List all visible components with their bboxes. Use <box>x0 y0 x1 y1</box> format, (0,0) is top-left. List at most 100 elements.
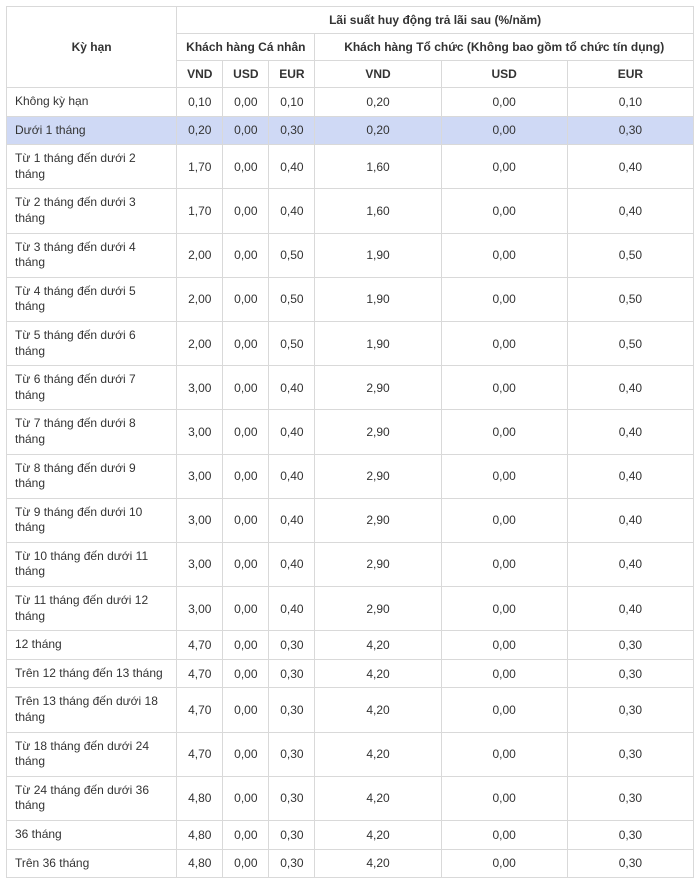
cell-personal-vnd: 4,80 <box>177 776 223 820</box>
term-label: Trên 13 tháng đến dưới 18 tháng <box>7 688 177 732</box>
header-personal-usd: USD <box>223 61 269 88</box>
cell-org-vnd: 1,90 <box>315 277 441 321</box>
cell-org-eur: 0,30 <box>567 849 693 878</box>
cell-org-eur: 0,30 <box>567 732 693 776</box>
cell-personal-eur: 0,50 <box>269 321 315 365</box>
header-personal-vnd: VND <box>177 61 223 88</box>
cell-org-vnd: 4,20 <box>315 631 441 660</box>
cell-personal-eur: 0,30 <box>269 688 315 732</box>
cell-org-eur: 0,40 <box>567 542 693 586</box>
cell-org-eur: 0,40 <box>567 145 693 189</box>
cell-org-usd: 0,00 <box>441 776 567 820</box>
term-label: Từ 11 tháng đến dưới 12 tháng <box>7 587 177 631</box>
term-label: Từ 5 tháng đến dưới 6 tháng <box>7 321 177 365</box>
term-label: Không kỳ hạn <box>7 88 177 117</box>
cell-org-usd: 0,00 <box>441 659 567 688</box>
cell-org-eur: 0,40 <box>567 189 693 233</box>
term-label: Từ 6 tháng đến dưới 7 tháng <box>7 366 177 410</box>
table-row: Từ 9 tháng đến dưới 10 tháng3,000,000,40… <box>7 498 694 542</box>
cell-personal-usd: 0,00 <box>223 498 269 542</box>
cell-org-vnd: 4,20 <box>315 776 441 820</box>
cell-org-eur: 0,30 <box>567 659 693 688</box>
cell-org-vnd: 1,60 <box>315 145 441 189</box>
cell-personal-eur: 0,40 <box>269 145 315 189</box>
cell-org-vnd: 4,20 <box>315 659 441 688</box>
cell-personal-vnd: 3,00 <box>177 498 223 542</box>
term-label: Trên 12 tháng đến 13 tháng <box>7 659 177 688</box>
header-org-eur: EUR <box>567 61 693 88</box>
term-label: Từ 7 tháng đến dưới 8 tháng <box>7 410 177 454</box>
term-label: Dưới 1 tháng <box>7 116 177 145</box>
cell-personal-usd: 0,00 <box>223 189 269 233</box>
cell-org-usd: 0,00 <box>441 498 567 542</box>
table-row: Từ 7 tháng đến dưới 8 tháng3,000,000,402… <box>7 410 694 454</box>
table-row: 12 tháng4,700,000,304,200,000,30 <box>7 631 694 660</box>
cell-personal-usd: 0,00 <box>223 454 269 498</box>
cell-org-vnd: 0,20 <box>315 88 441 117</box>
cell-org-vnd: 1,60 <box>315 189 441 233</box>
cell-personal-vnd: 4,70 <box>177 659 223 688</box>
cell-org-vnd: 4,20 <box>315 688 441 732</box>
cell-personal-eur: 0,30 <box>269 116 315 145</box>
cell-org-usd: 0,00 <box>441 542 567 586</box>
table-row: Từ 24 tháng đến dưới 36 tháng4,800,000,3… <box>7 776 694 820</box>
cell-org-eur: 0,30 <box>567 688 693 732</box>
cell-org-vnd: 1,90 <box>315 233 441 277</box>
cell-personal-usd: 0,00 <box>223 821 269 850</box>
cell-personal-vnd: 0,20 <box>177 116 223 145</box>
cell-org-usd: 0,00 <box>441 688 567 732</box>
cell-org-usd: 0,00 <box>441 821 567 850</box>
cell-org-eur: 0,30 <box>567 116 693 145</box>
cell-personal-usd: 0,00 <box>223 277 269 321</box>
term-label: Từ 18 tháng đến dưới 24 tháng <box>7 732 177 776</box>
cell-personal-usd: 0,00 <box>223 776 269 820</box>
cell-personal-vnd: 4,70 <box>177 631 223 660</box>
cell-personal-usd: 0,00 <box>223 587 269 631</box>
cell-org-eur: 0,30 <box>567 631 693 660</box>
cell-personal-eur: 0,30 <box>269 631 315 660</box>
cell-org-usd: 0,00 <box>441 233 567 277</box>
cell-personal-usd: 0,00 <box>223 631 269 660</box>
cell-personal-eur: 0,50 <box>269 277 315 321</box>
term-label: Từ 8 tháng đến dưới 9 tháng <box>7 454 177 498</box>
cell-org-usd: 0,00 <box>441 145 567 189</box>
cell-personal-usd: 0,00 <box>223 233 269 277</box>
cell-personal-vnd: 0,10 <box>177 88 223 117</box>
cell-personal-eur: 0,40 <box>269 410 315 454</box>
cell-personal-vnd: 4,80 <box>177 849 223 878</box>
term-label: 36 tháng <box>7 821 177 850</box>
table-row: Từ 2 tháng đến dưới 3 tháng1,700,00 0,40 1… <box>7 189 694 233</box>
table-row: Không kỳ hạn0,100,000,100,200,000,10 <box>7 88 694 117</box>
cell-personal-eur: 0,30 <box>269 659 315 688</box>
cell-org-vnd: 2,90 <box>315 410 441 454</box>
cell-org-usd: 0,00 <box>441 321 567 365</box>
cell-personal-usd: 0,00 <box>223 659 269 688</box>
cell-personal-vnd: 1,70 <box>177 189 223 233</box>
table-row: Dưới 1 tháng0,200,000,300,200,000,30 <box>7 116 694 145</box>
term-label: Từ 4 tháng đến dưới 5 tháng <box>7 277 177 321</box>
cell-personal-vnd: 4,70 <box>177 732 223 776</box>
cell-personal-eur: 0,30 <box>269 732 315 776</box>
table-row: Trên 12 tháng đến 13 tháng4,700,000,304,… <box>7 659 694 688</box>
cell-personal-vnd: 4,80 <box>177 821 223 850</box>
header-group-org: Khách hàng Tổ chức (Không bao gồm tổ chứ… <box>315 34 694 61</box>
header-main: Lãi suất huy động trả lãi sau (%/năm) <box>177 7 694 34</box>
cell-org-eur: 0,50 <box>567 321 693 365</box>
cell-personal-vnd: 2,00 <box>177 277 223 321</box>
cell-org-usd: 0,00 <box>441 88 567 117</box>
cell-org-vnd: 1,90 <box>315 321 441 365</box>
cell-org-eur: 0,40 <box>567 498 693 542</box>
cell-personal-vnd: 3,00 <box>177 454 223 498</box>
cell-org-vnd: 4,20 <box>315 732 441 776</box>
table-row: Từ 4 tháng đến dưới 5 tháng2,000,000,501… <box>7 277 694 321</box>
cell-org-usd: 0,00 <box>441 631 567 660</box>
cell-org-eur: 0,50 <box>567 233 693 277</box>
cell-personal-usd: 0,00 <box>223 410 269 454</box>
table-row: Từ 3 tháng đến dưới 4 tháng2,000,000,501… <box>7 233 694 277</box>
cell-org-usd: 0,00 <box>441 116 567 145</box>
table-body: Không kỳ hạn0,100,000,100,200,000,10Dưới… <box>7 88 694 878</box>
cell-org-usd: 0,00 <box>441 849 567 878</box>
cell-org-usd: 0,00 <box>441 454 567 498</box>
header-org-usd: USD <box>441 61 567 88</box>
term-label: Từ 2 tháng đến dưới 3 tháng <box>7 189 177 233</box>
